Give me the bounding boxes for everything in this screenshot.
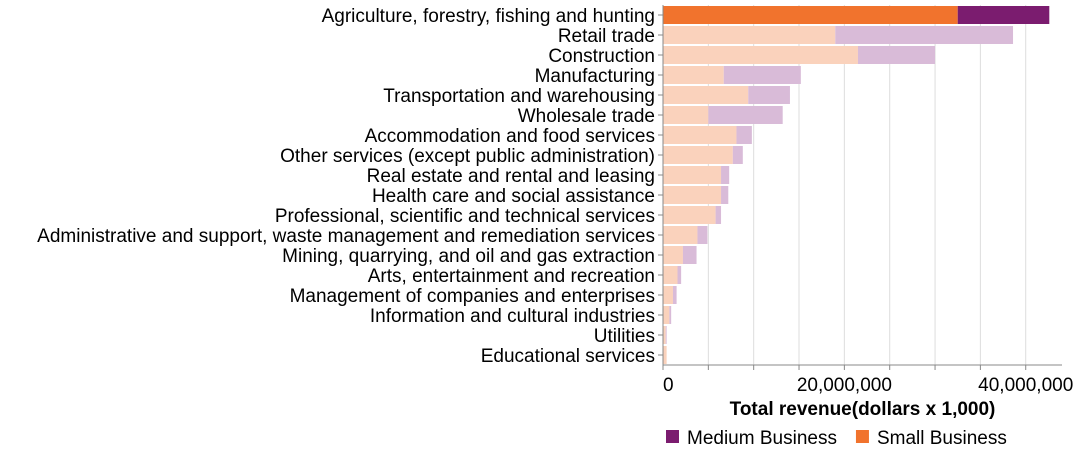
x-tick-label: 0 [663, 375, 674, 396]
bar-medium-business[interactable] [857, 46, 936, 64]
bar-small-business[interactable] [663, 166, 722, 184]
category-label: Health care and social assistance [372, 186, 655, 207]
bar-small-business[interactable] [663, 146, 733, 164]
bar-small-business[interactable] [663, 206, 716, 224]
bar-medium-business[interactable] [672, 286, 677, 304]
bar-small-business[interactable] [663, 286, 673, 304]
category-label: Construction [548, 46, 655, 67]
bar-small-business[interactable] [663, 306, 670, 324]
category-label: Real estate and rental and leasing [367, 166, 655, 187]
bar-small-business[interactable] [663, 346, 667, 364]
legend-label: Small Business [877, 428, 1007, 449]
bar-medium-business[interactable] [736, 126, 752, 144]
bar-medium-business[interactable] [697, 226, 708, 244]
x-axis-title: Total revenue(dollars x 1,000) [730, 399, 996, 420]
bar-small-business[interactable] [663, 46, 858, 64]
category-label: Transportation and warehousing [383, 86, 655, 107]
bar-medium-business[interactable] [721, 186, 729, 204]
legend-swatch [666, 430, 679, 443]
category-label: Educational services [481, 346, 655, 367]
x-tick-label: 20,000,000 [797, 375, 892, 396]
bar-small-business[interactable] [663, 186, 722, 204]
bar-small-business[interactable] [663, 226, 698, 244]
category-label: Wholesale trade [518, 106, 655, 127]
category-label: Retail trade [558, 26, 655, 47]
bar-small-business[interactable] [663, 86, 749, 104]
bar-medium-business[interactable] [732, 146, 743, 164]
bar-medium-business[interactable] [669, 306, 672, 324]
category-label: Management of companies and enterprises [290, 286, 655, 307]
legend-swatch [855, 430, 869, 443]
category-label: Other services (except public administra… [280, 146, 655, 167]
bar-medium-business[interactable] [957, 6, 1050, 24]
bar-medium-business[interactable] [665, 326, 667, 344]
legend-label: Medium Business [687, 428, 837, 449]
bar-medium-business[interactable] [708, 106, 783, 124]
bar-small-business[interactable] [663, 326, 666, 344]
bar-medium-business[interactable] [682, 246, 697, 264]
bar-small-business[interactable] [663, 66, 724, 84]
bar-small-business[interactable] [663, 106, 709, 124]
bar-medium-business[interactable] [835, 26, 1014, 44]
category-label: Mining, quarrying, and oil and gas extra… [282, 246, 655, 267]
bar-small-business[interactable] [663, 126, 737, 144]
bar-medium-business[interactable] [748, 86, 790, 104]
category-label: Professional, scientific and technical s… [275, 206, 655, 227]
bar-small-business[interactable] [663, 266, 678, 284]
category-label: Accommodation and food services [365, 126, 655, 147]
category-label: Agriculture, forestry, fishing and hunti… [322, 6, 655, 27]
x-tick-label: 40,000,000 [978, 375, 1073, 396]
category-label: Utilities [594, 326, 655, 347]
category-label: Information and cultural industries [370, 306, 655, 327]
bar-medium-business[interactable] [723, 66, 801, 84]
category-label: Arts, entertainment and recreation [368, 266, 655, 287]
bar-medium-business[interactable] [721, 166, 730, 184]
category-label: Manufacturing [535, 66, 655, 87]
category-label: Administrative and support, waste manage… [37, 226, 655, 247]
bar-medium-business[interactable] [715, 206, 722, 224]
bar-small-business[interactable] [663, 246, 683, 264]
bar-medium-business[interactable] [677, 266, 682, 284]
bar-small-business[interactable] [663, 6, 958, 24]
bar-small-business[interactable] [663, 26, 836, 44]
